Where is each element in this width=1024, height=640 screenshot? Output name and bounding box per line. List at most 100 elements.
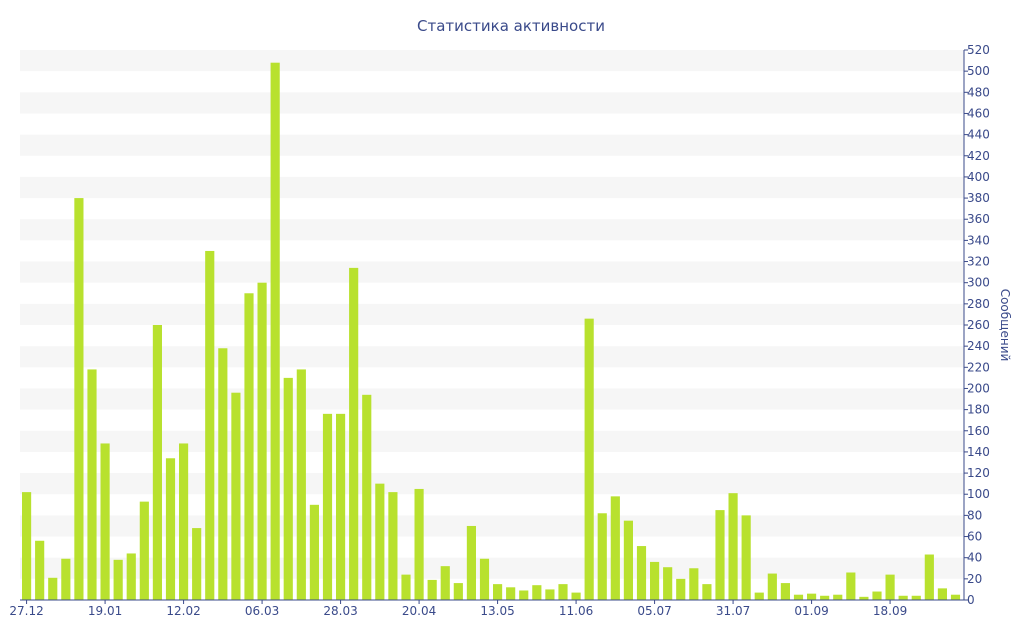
- bar[interactable]: [152, 325, 162, 600]
- bar[interactable]: [571, 592, 581, 600]
- bar[interactable]: [728, 493, 738, 600]
- y-tick-label: 40: [967, 551, 982, 565]
- bar[interactable]: [414, 488, 424, 600]
- bar[interactable]: [309, 504, 319, 600]
- bar[interactable]: [100, 443, 110, 600]
- bar[interactable]: [283, 377, 293, 600]
- y-tick-label: 0: [967, 593, 975, 607]
- bar[interactable]: [35, 540, 45, 600]
- bar[interactable]: [911, 595, 921, 600]
- bar[interactable]: [702, 584, 712, 600]
- bar[interactable]: [48, 577, 58, 600]
- bar[interactable]: [401, 574, 411, 600]
- bar[interactable]: [22, 492, 32, 600]
- bar[interactable]: [937, 588, 947, 600]
- y-tick-label: 160: [967, 424, 990, 438]
- grid-band: [20, 50, 964, 72]
- bar[interactable]: [231, 392, 241, 600]
- bar[interactable]: [61, 558, 71, 600]
- bar[interactable]: [165, 458, 176, 600]
- bar-series: [22, 62, 961, 601]
- grid-band: [20, 303, 964, 325]
- bar[interactable]: [519, 590, 529, 600]
- grid-band: [20, 557, 964, 579]
- y-tick-label: 500: [967, 64, 990, 78]
- bar[interactable]: [218, 348, 228, 600]
- bar[interactable]: [244, 293, 254, 600]
- bar[interactable]: [493, 584, 503, 600]
- y-tick-label: 240: [967, 339, 990, 353]
- bar[interactable]: [440, 566, 450, 600]
- y-tick-label: 440: [967, 128, 990, 142]
- bar[interactable]: [257, 282, 267, 600]
- bar[interactable]: [650, 561, 660, 600]
- bar[interactable]: [872, 591, 882, 600]
- x-tick-label: 13.05: [480, 604, 514, 618]
- bar[interactable]: [126, 553, 136, 600]
- bar[interactable]: [74, 198, 84, 600]
- bar[interactable]: [388, 492, 398, 600]
- y-tick-label: 260: [967, 318, 990, 332]
- bar[interactable]: [322, 413, 333, 600]
- bar[interactable]: [349, 267, 359, 600]
- bar[interactable]: [754, 592, 764, 600]
- bar[interactable]: [859, 596, 869, 600]
- y-axis-label: Сообщений: [998, 289, 1012, 362]
- bar[interactable]: [623, 520, 633, 600]
- bar[interactable]: [466, 525, 476, 600]
- bar[interactable]: [610, 496, 620, 600]
- bar[interactable]: [205, 250, 215, 600]
- bar[interactable]: [689, 568, 699, 600]
- bar[interactable]: [820, 595, 830, 600]
- bar[interactable]: [833, 594, 843, 600]
- bar[interactable]: [453, 583, 463, 600]
- x-tick-label: 05.07: [637, 604, 671, 618]
- y-tick-label: 60: [967, 530, 982, 544]
- bar[interactable]: [584, 318, 594, 600]
- bar[interactable]: [545, 589, 555, 600]
- bar[interactable]: [885, 574, 895, 600]
- grid-band: [20, 134, 964, 156]
- bar[interactable]: [336, 413, 346, 600]
- bar[interactable]: [87, 369, 97, 600]
- bar[interactable]: [427, 579, 437, 600]
- y-tick-label: 460: [967, 106, 990, 120]
- bar[interactable]: [506, 587, 516, 600]
- bar[interactable]: [636, 546, 647, 600]
- bar[interactable]: [192, 528, 202, 600]
- bar[interactable]: [139, 501, 149, 600]
- bar[interactable]: [179, 443, 189, 600]
- grid-band: [20, 473, 964, 495]
- bar[interactable]: [924, 554, 934, 600]
- bar[interactable]: [767, 573, 777, 600]
- y-tick-label: 480: [967, 85, 990, 99]
- bar[interactable]: [296, 369, 306, 600]
- bar[interactable]: [479, 558, 490, 600]
- bar[interactable]: [375, 483, 385, 600]
- bar[interactable]: [898, 595, 908, 600]
- bar[interactable]: [597, 513, 607, 600]
- grid-band: [20, 515, 964, 537]
- bar[interactable]: [113, 559, 123, 600]
- y-tick-label: 360: [967, 212, 990, 226]
- y-tick-label: 400: [967, 170, 990, 184]
- grid-band: [20, 261, 964, 283]
- bar[interactable]: [846, 572, 856, 601]
- bar[interactable]: [950, 594, 961, 600]
- x-tick-label: 06.03: [245, 604, 279, 618]
- x-tick-label: 20.04: [402, 604, 436, 618]
- bar[interactable]: [741, 515, 751, 600]
- bar[interactable]: [558, 584, 568, 600]
- bar[interactable]: [807, 593, 817, 600]
- x-tick-label: 31.07: [716, 604, 750, 618]
- bar[interactable]: [780, 583, 790, 600]
- bar[interactable]: [532, 585, 542, 600]
- bar[interactable]: [793, 594, 804, 600]
- bar[interactable]: [715, 510, 725, 600]
- bar[interactable]: [270, 62, 280, 600]
- y-tick-label: 320: [967, 255, 990, 269]
- bar[interactable]: [676, 578, 686, 600]
- x-tick-label: 28.03: [323, 604, 357, 618]
- bar[interactable]: [663, 567, 673, 600]
- bar[interactable]: [362, 394, 372, 600]
